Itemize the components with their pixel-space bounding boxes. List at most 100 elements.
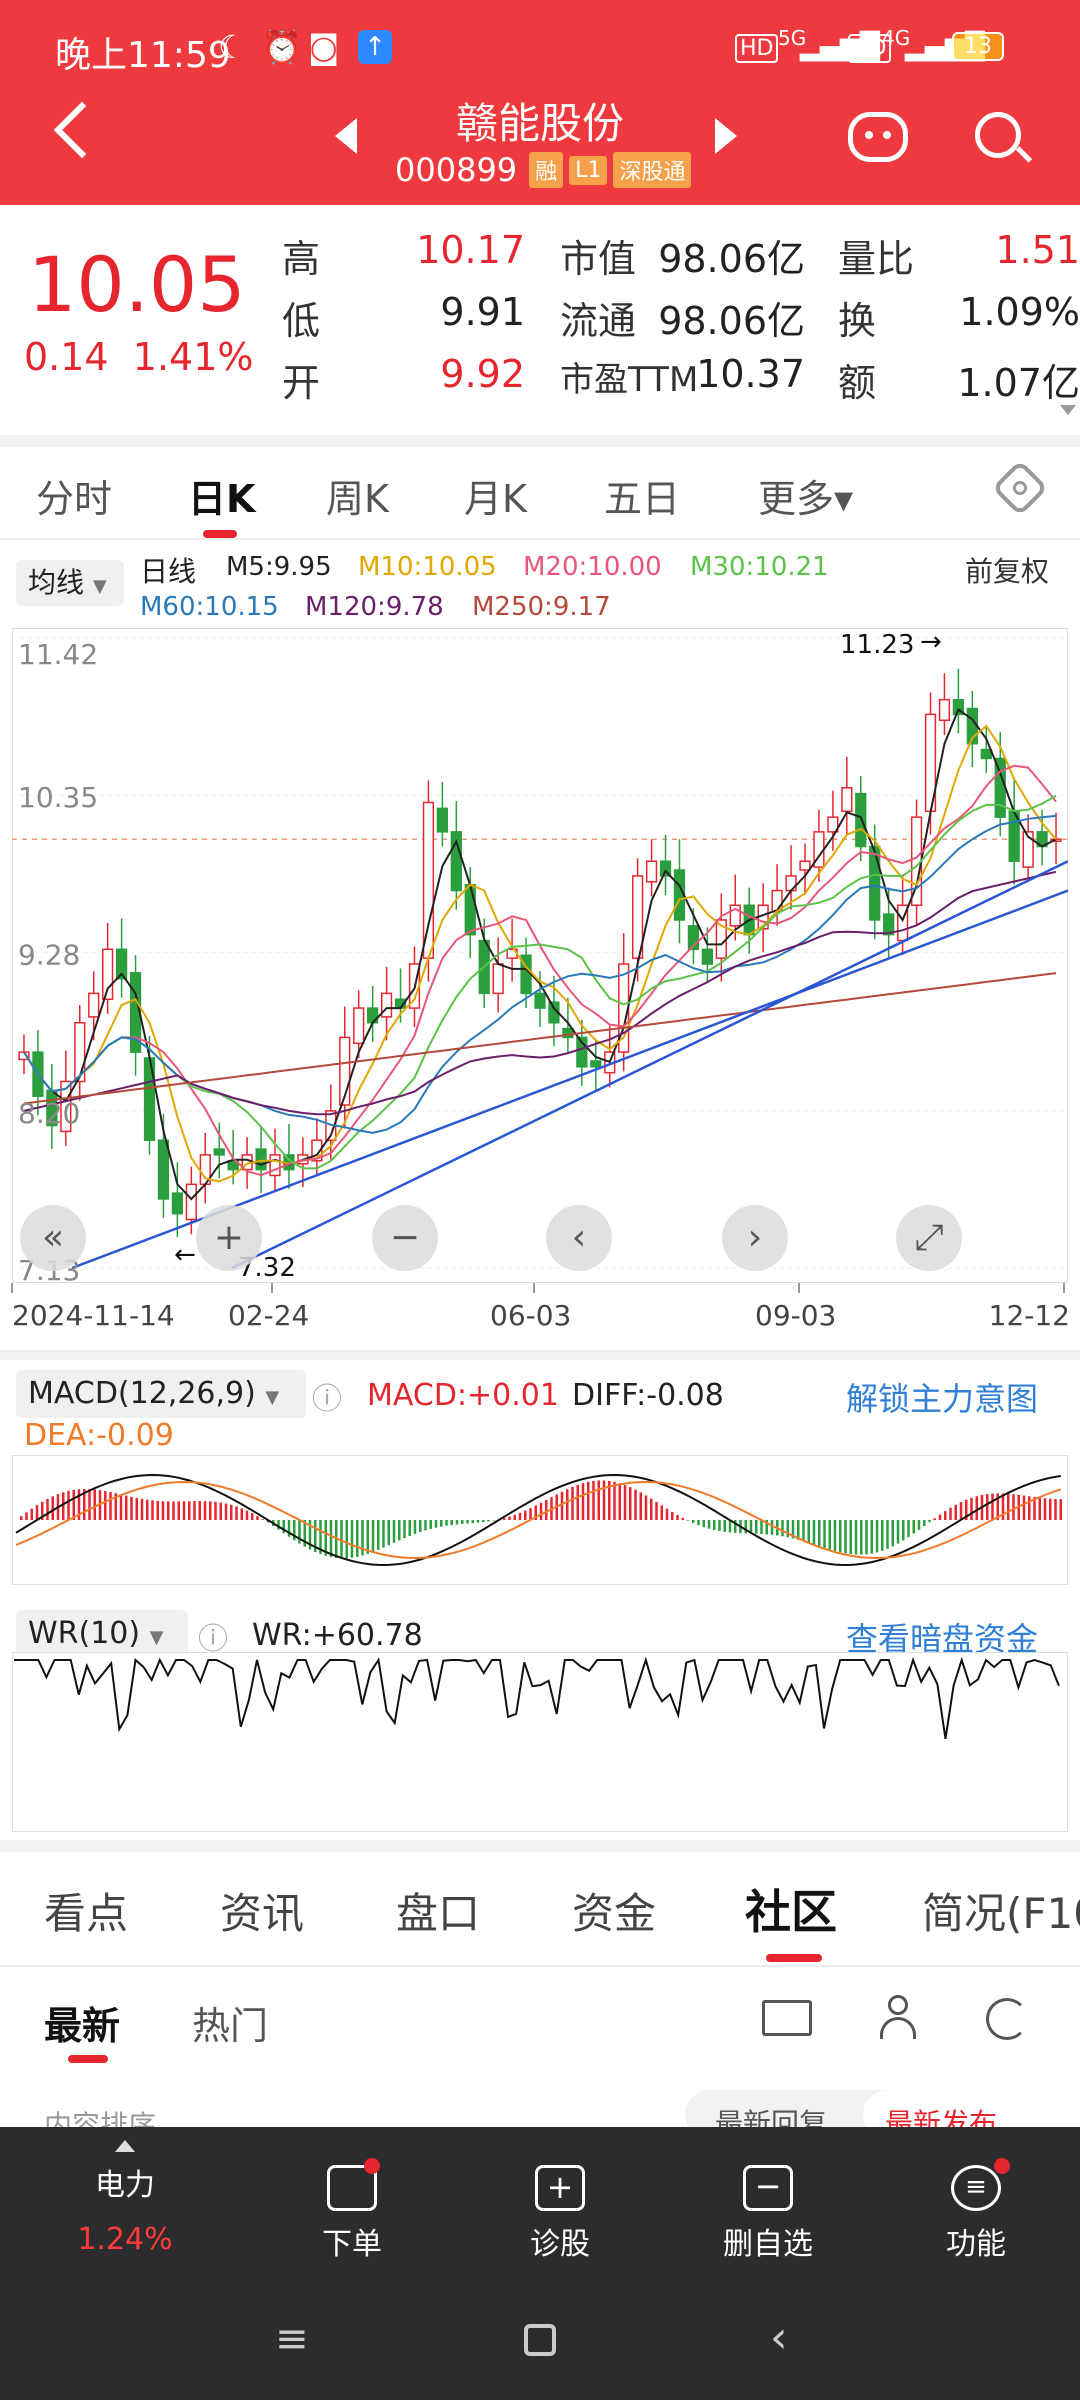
- tab-news[interactable]: 资讯: [220, 1889, 305, 1938]
- nav-remove-label: 删自选: [723, 2227, 813, 2262]
- nav-sector-label: 电力: [95, 2168, 155, 2203]
- y-tick-label: 11.42: [18, 638, 98, 671]
- candle: [631, 875, 644, 959]
- candle: [353, 1007, 365, 1045]
- latest-indicator: [68, 2055, 108, 2063]
- nav-sector[interactable]: 电力 1.24%: [60, 2140, 190, 2257]
- tab-community[interactable]: 社区: [745, 1885, 837, 1939]
- bottom-tabs-divider: [0, 1965, 1080, 1967]
- network-label: 5G: [778, 26, 807, 50]
- home-icon[interactable]: [524, 2324, 556, 2356]
- candle: [492, 963, 504, 995]
- tab-monthly-k[interactable]: 月K: [464, 477, 527, 521]
- scroll-left-fast-button[interactable]: «: [20, 1205, 86, 1271]
- unlock-main-force-link[interactable]: 解锁主力意图: [846, 1380, 1039, 1418]
- moon-icon: ☾: [218, 28, 247, 66]
- message-icon[interactable]: [762, 2000, 812, 2036]
- volume-ratio-value: 1.51: [995, 228, 1080, 272]
- tab-five-day[interactable]: 五日: [604, 477, 681, 521]
- low-marker-arrow: ←: [174, 1240, 196, 1270]
- candle: [115, 948, 128, 980]
- hd-icon: HD: [735, 34, 779, 63]
- tab-daily-k[interactable]: 日K: [188, 477, 256, 521]
- alarm-icon: ⏰: [262, 28, 302, 66]
- m250-line: [23, 972, 1057, 1105]
- prev-stock-icon[interactable]: [335, 118, 357, 154]
- candle: [952, 698, 965, 716]
- macd-select[interactable]: MACD(12,26,9) ▼: [16, 1370, 306, 1418]
- tab-funds[interactable]: 资金: [572, 1889, 657, 1938]
- adjust-label[interactable]: 前复权: [965, 555, 1050, 588]
- wr-select[interactable]: WR(10) ▼: [16, 1610, 188, 1658]
- settings-icon[interactable]: [991, 459, 1049, 517]
- dea-line: [15, 1480, 1062, 1560]
- candle: [799, 860, 811, 871]
- macd-chart[interactable]: [12, 1455, 1068, 1585]
- remove-watchlist-icon: −: [743, 2165, 793, 2211]
- tab-latest[interactable]: 最新: [44, 2004, 121, 2048]
- nav-diagnose[interactable]: + 诊股: [495, 2165, 625, 2263]
- nav-order[interactable]: 下单: [287, 2158, 417, 2263]
- battery-icon: 13: [952, 32, 1004, 61]
- tab-intraday[interactable]: 分时: [36, 477, 113, 521]
- zoom-in-button[interactable]: +: [196, 1205, 262, 1271]
- system-back-icon[interactable]: ‹: [770, 2312, 788, 2363]
- candle: [980, 748, 992, 760]
- scroll-right-button[interactable]: ›: [722, 1205, 788, 1271]
- amount-value: 1.07亿: [957, 361, 1080, 405]
- candle: [185, 1183, 197, 1221]
- candle: [1022, 831, 1034, 868]
- tab-orderbook[interactable]: 盘口: [396, 1889, 481, 1938]
- ma5-label: M5:9.95: [226, 552, 332, 582]
- candle: [213, 1148, 225, 1156]
- candle: [436, 807, 449, 833]
- x-tick-label: 2024-11-14: [12, 1299, 175, 1332]
- market-cap-value: 98.06亿: [658, 237, 805, 281]
- candle: [255, 1148, 267, 1171]
- next-stock-icon[interactable]: [715, 118, 737, 154]
- candle: [269, 1154, 281, 1177]
- search-icon[interactable]: [975, 112, 1021, 158]
- help-icon[interactable]: ⓘ: [312, 1382, 342, 1417]
- hd-icon-2: HD: [848, 34, 892, 63]
- candle: [729, 904, 741, 927]
- refresh-icon[interactable]: [986, 1998, 1028, 2040]
- ma250-label: M250:9.17: [472, 592, 611, 622]
- candle: [534, 992, 546, 1009]
- l1-tag: L1: [569, 155, 608, 185]
- candle: [102, 948, 114, 1001]
- tab-profile[interactable]: 简况(F10): [922, 1889, 1080, 1938]
- fullscreen-button[interactable]: ⤢: [896, 1205, 962, 1271]
- ma20-label: M20:10.00: [523, 552, 662, 582]
- ma-select[interactable]: 均线 ▼: [16, 560, 124, 606]
- candle: [88, 992, 100, 1018]
- tab-weekly-k[interactable]: 周K: [326, 477, 389, 521]
- zoom-out-button[interactable]: −: [372, 1205, 438, 1271]
- network-label-2: 4G: [882, 26, 911, 50]
- x-axis: 2024-11-14 02-24 06-03 09-03 12-12: [11, 1283, 1070, 1332]
- nav-sector-change: 1.24%: [77, 2222, 173, 2257]
- m5-line: [23, 707, 1057, 1201]
- battery-level: 13: [964, 34, 992, 59]
- dea-value: DEA:-0.09: [24, 1418, 174, 1453]
- notification-dot: [364, 2158, 380, 2174]
- ma10-label: M10:10.05: [358, 552, 497, 582]
- tab-more[interactable]: 更多▾: [758, 477, 854, 521]
- tab-hot[interactable]: 热门: [192, 2004, 269, 2048]
- high-label: 高: [282, 237, 321, 281]
- scroll-left-button[interactable]: ‹: [546, 1205, 612, 1271]
- wr-chart[interactable]: [12, 1652, 1068, 1832]
- nav-functions[interactable]: ≡ 功能: [911, 2158, 1041, 2263]
- robot-assistant-icon[interactable]: [848, 112, 908, 162]
- y-tick-label: 8.20: [18, 1097, 80, 1130]
- tab-highlights[interactable]: 看点: [44, 1889, 129, 1938]
- notification-dot-2: [994, 2158, 1010, 2174]
- user-icon[interactable]: [880, 1995, 916, 2041]
- candle: [380, 992, 393, 1018]
- recent-apps-icon[interactable]: ≡: [275, 2316, 309, 2362]
- change-value: 0.14: [24, 335, 109, 379]
- nav-remove-watchlist[interactable]: − 删自选: [703, 2165, 833, 2263]
- expand-icon[interactable]: [1060, 405, 1076, 415]
- divider: [0, 435, 1080, 447]
